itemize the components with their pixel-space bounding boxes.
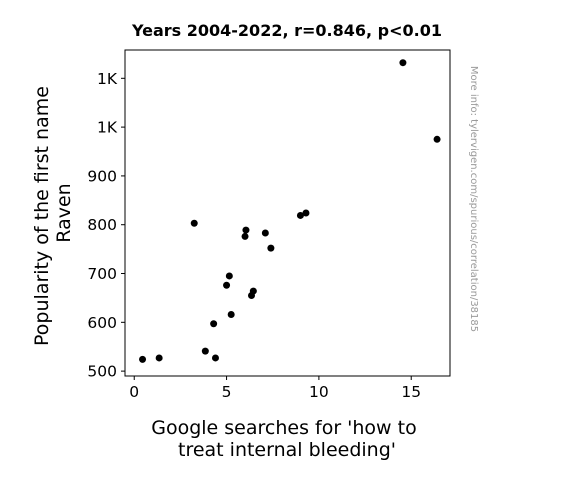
data-point: [296, 211, 304, 219]
plot-area: 0 5 10 15 500 600 700 800 900 1K 1K: [87, 49, 451, 401]
data-point: [139, 355, 147, 363]
data-point: [155, 354, 163, 362]
data-point: [249, 287, 257, 295]
y-tick-label: 800: [87, 216, 117, 234]
data-point: [190, 219, 198, 227]
data-point: [227, 311, 235, 319]
data-point: [241, 232, 249, 240]
y-tick-label: 1K: [97, 119, 118, 137]
x-tick-label: 10: [309, 383, 329, 401]
x-tick-label: 0: [129, 383, 139, 401]
y-tick-label: 1K: [97, 70, 118, 88]
data-point: [211, 354, 219, 362]
data-point: [399, 59, 407, 67]
data-point: [267, 244, 275, 252]
data-point: [223, 281, 231, 289]
y-axis-label-line-2: Raven: [53, 183, 75, 242]
x-axis: 0 5 10 15: [129, 376, 421, 401]
data-point: [201, 347, 209, 355]
chart-title: Years 2004-2022, r=0.846, p<0.01: [131, 21, 442, 40]
x-tick-label: 5: [222, 383, 232, 401]
y-tick-label: 700: [87, 265, 117, 283]
data-point: [225, 272, 233, 280]
x-axis-label-line-1: Google searches for 'how to: [151, 417, 417, 439]
y-axis-label-line-1: Popularity of the first name: [31, 86, 53, 346]
y-tick-label: 500: [87, 363, 117, 381]
data-point: [261, 229, 269, 237]
data-point: [210, 320, 218, 328]
data-point: [242, 226, 250, 234]
data-point: [433, 135, 441, 143]
y-tick-label: 600: [87, 314, 117, 332]
data-point: [302, 209, 310, 217]
x-axis-label: Google searches for 'how to treat intern…: [151, 417, 423, 461]
y-tick-label: 900: [87, 167, 117, 185]
watermark-text: More info: tylervigen.com/spurious/corre…: [468, 66, 479, 332]
x-tick-label: 15: [401, 383, 421, 401]
y-axis-label: Popularity of the first name Raven: [31, 80, 75, 346]
y-axis: 500 600 700 800 900 1K 1K: [87, 70, 125, 381]
x-axis-label-line-2: treat internal bleeding': [178, 439, 396, 461]
plot-frame: [124, 49, 451, 377]
data-points: [139, 59, 441, 363]
